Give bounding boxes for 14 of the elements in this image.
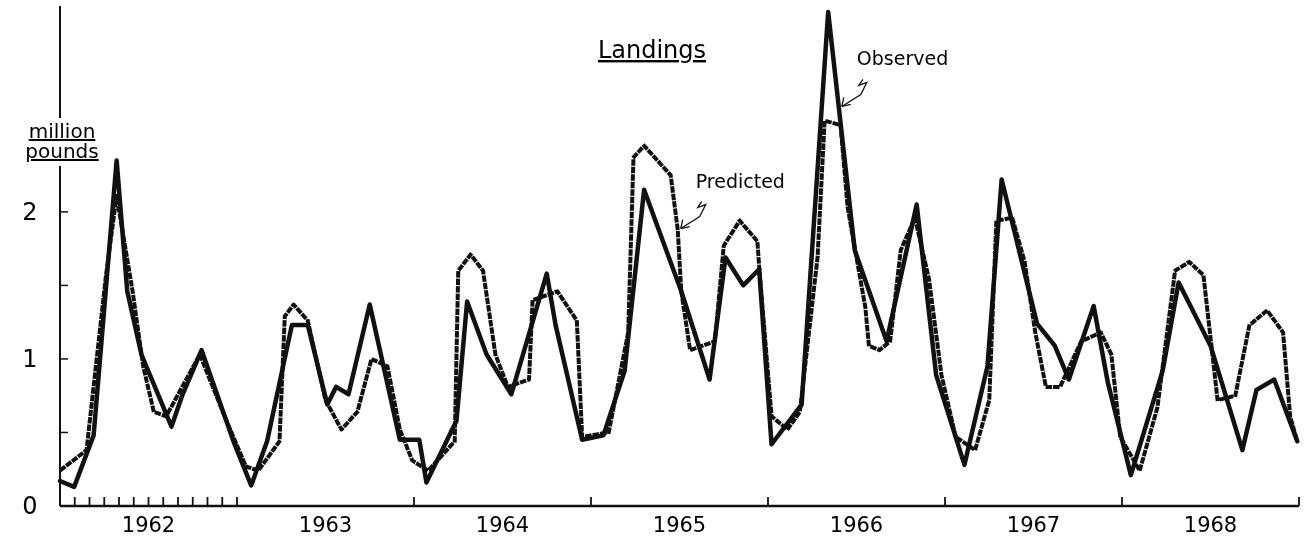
x-tick-label: 1963: [298, 513, 353, 537]
text: Landings: [597, 36, 707, 64]
annotation: Observed: [856, 47, 949, 70]
x-tick-label: 1962: [121, 513, 176, 537]
x-tick-label: 1968: [1183, 513, 1238, 537]
x-tick-label: 1967: [1006, 513, 1061, 537]
y-tick-label: 2: [22, 197, 38, 226]
x-tick-label: 1964: [475, 513, 530, 537]
annotation: Predicted: [695, 169, 785, 192]
y-axis-title: million pounds: [25, 119, 99, 163]
y-tick-label: 1: [22, 344, 38, 373]
y-tick-label: 0: [22, 492, 38, 520]
x-tick-label: 1966: [829, 513, 884, 537]
x-tick-label: 1965: [652, 513, 707, 537]
